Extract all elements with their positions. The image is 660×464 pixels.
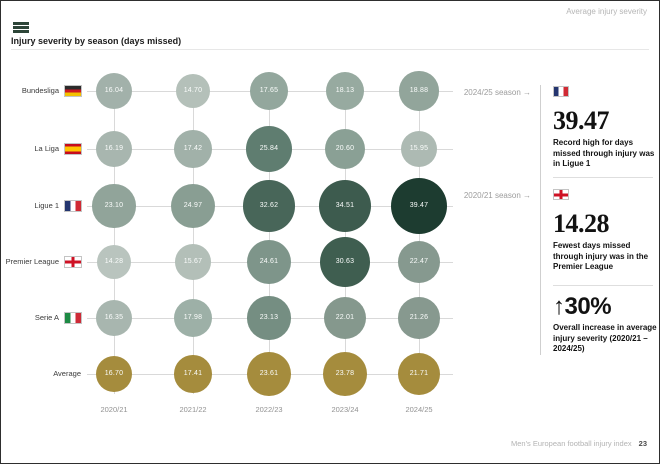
bubble-bundesliga-2024-25: 18.88 xyxy=(399,71,439,111)
season-label: 2022/23 xyxy=(255,405,283,414)
footer-text: Men's European football injury index xyxy=(510,439,632,448)
season-label: 2021/22 xyxy=(179,405,207,414)
bubble-premier-league-2023-24: 30.63 xyxy=(320,237,370,287)
bubble-ligue-1-2023-24: 34.51 xyxy=(318,179,372,233)
season-label: 2024/25 xyxy=(405,405,433,414)
bubble-ligue-1-2021-22: 24.97 xyxy=(170,183,216,229)
corner-label: Average injury severity xyxy=(566,7,647,16)
bubble-la-liga-2024-25: 15.95 xyxy=(401,131,437,167)
grid-line-vertical xyxy=(192,91,194,394)
stat-value-record-high: 39.47 xyxy=(553,106,610,135)
league-label: Average xyxy=(53,369,81,378)
stat-value-fewest: 14.28 xyxy=(553,209,610,238)
season-tag-2024-25: 2024/25 season → xyxy=(463,88,531,97)
bubble-serie-a-2022-23: 23.13 xyxy=(247,296,291,340)
bubble-average-2023-24: 23.78 xyxy=(323,352,367,396)
france-flag-icon xyxy=(553,84,569,101)
stat-description-record-high: Record high for days missed through inju… xyxy=(553,138,655,169)
grid-line-vertical xyxy=(113,91,115,394)
stat-block-fewest: 14.28 Fewest days missed through injury … xyxy=(553,187,659,272)
bubble-premier-league-2022-23: 24.61 xyxy=(246,239,292,285)
bubble-bundesliga-2020-21: 16.04 xyxy=(95,72,132,109)
es-flag-icon xyxy=(64,143,82,155)
bubble-premier-league-2024-25: 22.47 xyxy=(397,240,441,284)
header-divider xyxy=(11,49,649,50)
panel-separator xyxy=(553,285,653,286)
bubble-premier-league-2021-22: 15.67 xyxy=(175,244,211,280)
de-flag-icon xyxy=(64,85,82,97)
bubble-bundesliga-2023-24: 18.13 xyxy=(325,71,365,111)
league-label: Bundesliga xyxy=(21,86,59,95)
it-flag-icon xyxy=(64,312,82,324)
page-number: 23 xyxy=(638,439,647,448)
bubble-bundesliga-2022-23: 17.65 xyxy=(250,72,288,110)
league-label: Serie A xyxy=(34,313,59,322)
season-label: 2020/21 xyxy=(100,405,128,414)
bubble-ligue-1-2022-23: 32.62 xyxy=(243,180,295,232)
bubble-ligue-1-2024-25: 39.47 xyxy=(390,177,448,235)
bubble-average-2021-22: 17.41 xyxy=(174,355,212,393)
page-title: Injury severity by season (days missed) xyxy=(11,36,182,46)
bubble-la-liga-2020-21: 16.19 xyxy=(95,130,133,168)
bubble-premier-league-2020-21: 14.28 xyxy=(96,244,131,279)
league-label: Ligue 1 xyxy=(34,201,59,210)
bubble-serie-a-2020-21: 16.35 xyxy=(95,299,133,337)
stat-value-overall-increase: ↑30% xyxy=(553,293,612,320)
panel-divider xyxy=(540,85,541,355)
stat-description-fewest: Fewest days missed through injury was in… xyxy=(553,241,649,272)
panel-separator xyxy=(553,177,653,178)
bubble-serie-a-2021-22: 17.98 xyxy=(173,298,213,338)
stat-block-record-high: 39.47 Record high for days missed throug… xyxy=(553,84,659,169)
en-flag-icon xyxy=(64,256,82,268)
bubble-average-2024-25: 21.71 xyxy=(398,353,440,395)
bubble-la-liga-2022-23: 25.84 xyxy=(246,126,292,172)
stat-description-overall-increase: Overall increase in average injury sever… xyxy=(553,323,657,353)
bubble-serie-a-2024-25: 21.26 xyxy=(398,297,440,339)
bubble-ligue-1-2020-21: 23.10 xyxy=(92,184,136,228)
striped-flag-logo-icon xyxy=(13,22,29,33)
season-label: 2023/24 xyxy=(331,405,359,414)
page-footer: Men's European football injury index 23 xyxy=(511,439,647,448)
league-label: Premier League xyxy=(5,257,59,266)
fr-flag-icon xyxy=(64,200,82,212)
league-label: La Liga xyxy=(34,144,59,153)
bubble-serie-a-2023-24: 22.01 xyxy=(323,296,367,340)
bubble-bundesliga-2021-22: 14.70 xyxy=(175,73,211,109)
season-tag-2020-21: 2020/21 season → xyxy=(463,191,531,200)
fr-flag-icon xyxy=(553,86,569,97)
en-flag-icon xyxy=(553,189,569,200)
england-flag-icon xyxy=(553,187,569,204)
bubble-la-liga-2021-22: 17.42 xyxy=(174,130,212,168)
stat-block-overall-increase: ↑30% Overall increase in average injury … xyxy=(553,294,659,354)
bubble-average-2020-21: 16.70 xyxy=(95,355,133,393)
bubble-la-liga-2023-24: 20.60 xyxy=(324,128,366,170)
bubble-average-2022-23: 23.61 xyxy=(247,352,291,396)
